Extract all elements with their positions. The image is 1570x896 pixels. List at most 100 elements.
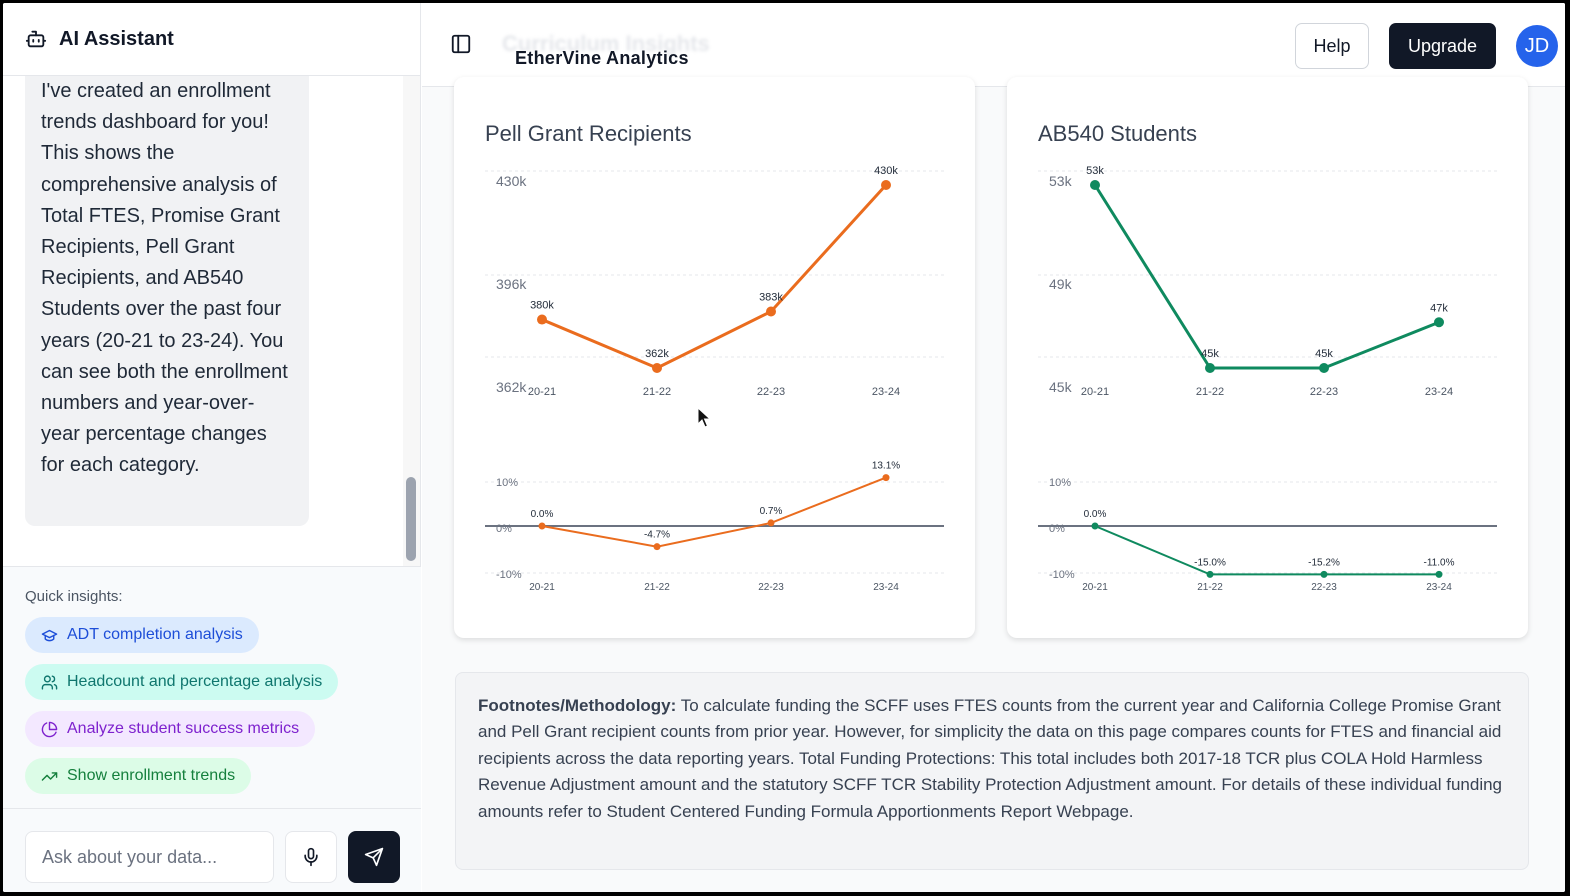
pct-x-tick-label: 23-24 [1426,582,1452,593]
upgrade-button[interactable]: Upgrade [1389,23,1496,69]
bot-icon [25,30,47,48]
top-bar: Curriculum Insights EtherVine Analytics … [422,3,1565,87]
x-tick-label: 23-24 [872,386,900,398]
app-window: AI Assistant I've created an enrollment … [3,3,1565,892]
y-tick-label: 396k [496,276,527,292]
data-point [537,314,547,325]
assistant-sidebar: AI Assistant I've created an enrollment … [3,3,421,892]
chat-input-row [3,808,421,892]
pct-x-tick-label: 20-21 [1082,582,1108,593]
ab540-card: AB540 Students 53k 49k 45k 53k 45k 45k 47k 20-2… [1007,77,1528,638]
series-line [541,183,888,370]
footnotes-panel: Footnotes/Methodology: To calculate fund… [455,672,1529,870]
chart-title: Pell Grant Recipients [485,121,692,146]
data-label: 430k [874,165,898,177]
pct-x-tick-label: 21-22 [644,582,670,593]
pct-data-label: -15.2% [1308,557,1340,568]
y-tick-label: 0% [496,523,512,535]
data-point [1205,363,1215,373]
series-line [1093,184,1440,370]
chip-label: Headcount and percentage analysis [67,673,323,690]
avatar[interactable]: JD [1516,25,1558,67]
y-tick-label: 49k [1049,276,1073,292]
sidebar-header: AI Assistant [3,3,420,76]
pct-x-tick-label: 21-22 [1197,582,1223,593]
ab540-chart: 53k 49k 45k 53k 45k 45k 47k 20-21 21-22 22-23 23-2… [1038,165,1497,593]
pell-grant-card: Pell Grant Recipients 430k 396k 362k 380k 36… [454,77,975,638]
pct-data-point [882,474,890,482]
data-point [1090,180,1100,190]
footnotes-label: Footnotes/Methodology: [478,696,677,715]
pct-data-label: 0.0% [1084,509,1107,520]
footnotes-text: To calculate funding the SCFF uses FTES … [478,696,1503,821]
ask-input[interactable] [25,831,274,883]
pct-data-label: 13.1% [872,461,900,472]
chip-label: Analyze student success metrics [67,720,300,737]
data-label: 362k [645,348,669,360]
data-label: 45k [1201,348,1219,360]
chip-label: ADT completion analysis [67,626,243,643]
chat-scrollbar[interactable] [403,76,420,566]
main-content: Curriculum Insights EtherVine Analytics … [422,3,1565,892]
y-tick-label: -10% [1049,569,1075,581]
pct-data-point [1320,570,1328,578]
pell-grant-chart: 430k 396k 362k 380k 362k 383k 430k 20-21 21-22 22… [485,165,944,593]
chip-student-success[interactable]: Analyze student success metrics [25,711,316,747]
y-tick-label: 0% [1049,523,1065,535]
pct-data-point [1435,570,1443,578]
data-label: 383k [759,291,783,303]
x-tick-label: 22-23 [1310,386,1338,398]
pct-data-point [653,543,661,551]
data-point [766,306,776,317]
y-tick-label: 45k [1049,379,1073,395]
pct-data-label: -4.7% [644,530,670,541]
pct-data-label: 0.0% [531,509,554,520]
data-label: 47k [1430,302,1448,314]
y-tick-label: 362k [496,379,527,395]
data-point [652,363,662,373]
pct-series-line [541,476,887,548]
data-point [1434,317,1444,328]
data-label: 53k [1086,165,1104,177]
pie-chart-icon [41,721,58,737]
x-tick-label: 21-22 [643,386,671,398]
graduation-cap-icon [41,629,58,641]
quick-insights-label: Quick insights: [25,588,123,605]
mic-button[interactable] [285,831,337,883]
pct-data-label: 0.7% [760,506,783,517]
mouse-cursor-icon [697,407,711,428]
brand-name: EtherVine Analytics [515,48,689,68]
data-point [1319,363,1329,373]
help-button[interactable]: Help [1295,23,1369,69]
chat-scrollbar-thumb[interactable] [406,477,416,561]
data-label: 45k [1315,348,1333,360]
y-tick-label: 430k [496,173,527,189]
x-tick-label: 20-21 [528,386,556,398]
users-icon [41,674,58,690]
pct-x-tick-label: 22-23 [1311,582,1337,593]
trending-up-icon [41,771,58,781]
sidebar-title: AI Assistant [59,27,174,50]
pct-data-point [1091,522,1099,530]
page-title-faded: Curriculum Insights [502,31,710,56]
data-point [881,180,891,190]
assistant-message: I've created an enrollment trends dashbo… [25,76,309,526]
x-tick-label: 22-23 [757,386,785,398]
chart-title: AB540 Students [1038,121,1198,146]
send-button[interactable] [348,831,400,883]
y-tick-label: 10% [496,477,518,489]
chip-headcount[interactable]: Headcount and percentage analysis [25,664,339,700]
x-tick-label: 20-21 [1081,386,1109,398]
chip-label: Show enrollment trends [67,767,236,784]
x-tick-label: 23-24 [1425,386,1453,398]
chip-adt-completion[interactable]: ADT completion analysis [25,617,259,653]
chat-messages[interactable]: I've created an enrollment trends dashbo… [3,76,403,566]
data-label: 380k [530,300,554,312]
pct-data-point [1206,570,1214,578]
mic-icon [304,847,318,867]
sidebar-toggle-icon[interactable] [450,33,472,55]
pct-x-tick-label: 23-24 [873,582,899,593]
pct-data-point [538,522,546,530]
chip-enrollment-trends[interactable]: Show enrollment trends [25,758,252,794]
quick-insights: Quick insights: ADT completion analysis … [3,566,421,808]
